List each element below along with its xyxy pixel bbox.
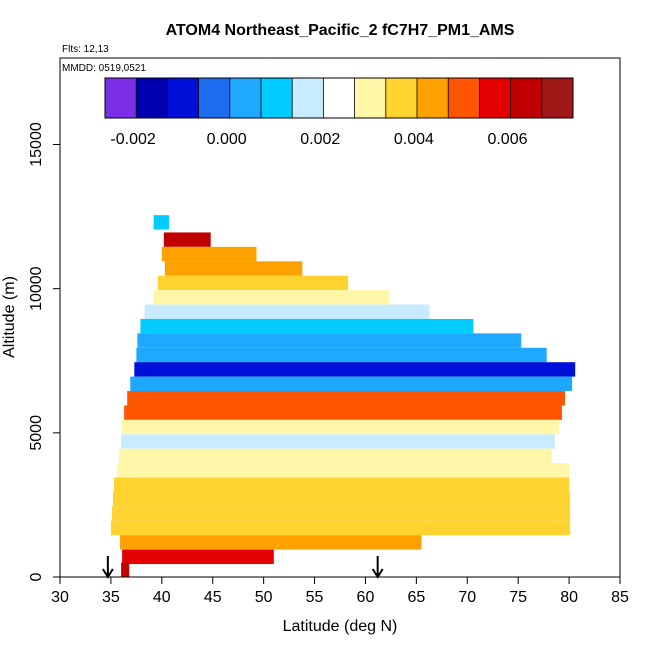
y-tick-label-0: 0 — [28, 572, 45, 581]
colorbar-swatch-0 — [105, 78, 137, 118]
heatmap-row-6 — [144, 304, 430, 319]
heatmap-row-12 — [127, 391, 566, 406]
colorbar-swatch-13 — [510, 78, 543, 118]
y-tick-label-1: 5000 — [28, 415, 45, 451]
heatmap-row-3 — [164, 261, 303, 276]
colorbar-tick-label-3: 0.004 — [394, 131, 434, 148]
colorbar-swatch-10 — [417, 78, 449, 118]
latitude-arrow-1 — [371, 556, 384, 579]
heatmap-row-17 — [117, 463, 570, 478]
colorbar-swatch-8 — [354, 78, 387, 118]
heatmap-row-15 — [121, 434, 555, 449]
heatmap-row-0 — [153, 215, 169, 230]
x-tick-label-9: 75 — [509, 589, 527, 606]
chart-title: ATOM4 Northeast_Pacific_2 fC7H7_PM1_AMS — [166, 22, 515, 39]
colorbar-swatch-11 — [448, 78, 480, 118]
heatmap-row-23 — [122, 549, 274, 565]
colorbar-border — [104, 77, 574, 119]
heatmap-row-8 — [137, 333, 522, 348]
heatmap-row-24 — [121, 562, 130, 577]
y-axis: 0 5000 10000 15000 — [28, 122, 60, 581]
y-axis-label: Altitude (m) — [1, 276, 18, 358]
flights-label: Flts: 12,13 — [62, 44, 109, 55]
x-tick-label-2: 40 — [153, 589, 171, 606]
heatmap-row-19 — [112, 491, 571, 507]
colorbar-swatch-9 — [385, 78, 418, 118]
x-tick-label-8: 70 — [458, 589, 476, 606]
colorbar-swatch-6 — [292, 78, 324, 118]
heatmap-row-16 — [119, 448, 552, 464]
latitude-arrow-0 — [102, 556, 114, 579]
heatmap-row-20 — [111, 506, 571, 521]
x-axis-label: Latitude (deg N) — [283, 618, 398, 635]
x-tick-label-0: 30 — [51, 589, 69, 606]
plot-frame — [59, 57, 621, 578]
heatmap-row-1 — [163, 232, 211, 247]
colorbar-tick-label-2: 0.002 — [300, 131, 340, 148]
heatmap-row-21 — [110, 520, 571, 536]
heatmap-row-18 — [113, 477, 570, 492]
colorbar-swatch-4 — [229, 78, 262, 118]
x-tick-label-11: 85 — [611, 589, 629, 606]
x-tick-label-1: 35 — [102, 589, 120, 606]
y-tick-label-2: 10000 — [28, 266, 45, 311]
heatmap-row-2 — [161, 246, 257, 262]
colorbar-swatch-3 — [198, 78, 231, 118]
heatmap-row-14 — [122, 419, 559, 435]
heatmap-row-11 — [130, 376, 573, 392]
colorbar-swatch-1 — [136, 78, 168, 118]
colorbar-ticks: -0.002 0.000 0.002 0.004 0.006 — [110, 131, 527, 148]
x-axis: 30 35 40 45 50 55 60 65 70 75 80 85 — [51, 577, 629, 606]
colorbar-swatch-14 — [541, 78, 574, 118]
y-tick-label-3: 15000 — [28, 122, 45, 167]
colorbar-swatch-12 — [479, 78, 512, 118]
colorbar-swatch-7 — [323, 78, 356, 118]
heatmap-row-10 — [134, 362, 576, 377]
colorbar — [104, 77, 574, 119]
colorbar-swatch-5 — [261, 78, 293, 118]
colorbar-tick-label-0: -0.002 — [110, 131, 155, 148]
colorbar-swatch-2 — [167, 78, 200, 118]
dates-label: MMDD: 0519,0521 — [62, 63, 146, 74]
x-tick-label-5: 55 — [306, 589, 324, 606]
heatmap-row-22 — [120, 535, 422, 550]
colorbar-tick-label-1: 0.000 — [207, 131, 247, 148]
x-tick-label-6: 60 — [357, 589, 375, 606]
heatmap-row-4 — [157, 275, 349, 291]
x-tick-label-7: 65 — [407, 589, 425, 606]
x-tick-label-4: 50 — [255, 589, 273, 606]
heatmap-row-9 — [136, 347, 547, 363]
heatmap-row-7 — [140, 318, 474, 334]
x-tick-label-10: 80 — [560, 589, 578, 606]
heatmap-row-5 — [153, 290, 389, 305]
colorbar-tick-label-4: 0.006 — [487, 131, 527, 148]
x-tick-label-3: 45 — [204, 589, 222, 606]
heatmap-row-13 — [124, 405, 562, 420]
heatmap-cells — [110, 215, 576, 577]
